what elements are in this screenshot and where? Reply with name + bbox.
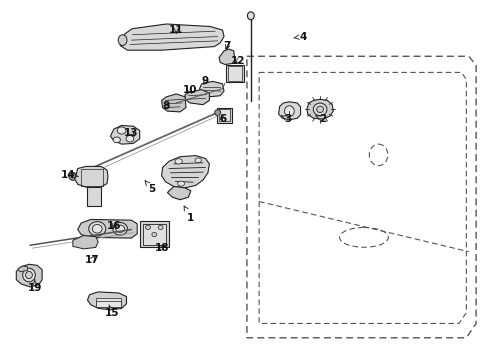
Bar [219,109,229,121]
Polygon shape [110,126,140,144]
Text: 10: 10 [182,85,197,95]
Text: 7: 7 [224,41,231,50]
Text: 14: 14 [61,170,78,180]
Bar [140,221,168,247]
Polygon shape [78,220,137,238]
Ellipse shape [313,103,326,116]
Text: 6: 6 [219,114,226,124]
Polygon shape [161,94,185,112]
Text: 4: 4 [293,32,306,41]
Ellipse shape [25,271,32,279]
Polygon shape [87,292,126,310]
Polygon shape [184,90,209,105]
Polygon shape [219,49,234,64]
Text: 1: 1 [183,206,194,222]
Polygon shape [120,24,224,50]
Bar [81,168,103,186]
Polygon shape [278,102,300,120]
Ellipse shape [88,222,105,236]
Polygon shape [18,266,27,272]
Ellipse shape [126,135,134,142]
Text: 12: 12 [230,56,245,66]
Text: 16: 16 [106,221,121,230]
Polygon shape [167,186,190,200]
Bar [143,224,165,244]
Ellipse shape [177,181,184,186]
Ellipse shape [113,222,127,235]
Text: 15: 15 [104,305,119,318]
Bar [228,66,242,81]
Text: 3: 3 [281,114,291,124]
Ellipse shape [92,225,102,233]
Text: 19: 19 [28,280,42,293]
Ellipse shape [158,225,163,229]
Ellipse shape [152,232,157,237]
Ellipse shape [118,35,127,45]
Ellipse shape [22,268,35,282]
Bar [87,187,101,206]
Text: 8: 8 [163,102,170,112]
Ellipse shape [117,127,126,134]
Polygon shape [73,235,98,249]
Ellipse shape [247,12,254,20]
Ellipse shape [116,225,124,232]
Bar [225,64,244,82]
Text: 5: 5 [145,181,155,194]
Polygon shape [75,166,108,187]
Polygon shape [161,156,209,188]
Text: 17: 17 [85,255,100,265]
Ellipse shape [195,158,201,163]
Ellipse shape [145,225,150,229]
Text: 13: 13 [124,128,138,138]
Text: 2: 2 [315,114,325,124]
Ellipse shape [113,137,120,143]
Ellipse shape [214,110,220,116]
Bar [96,301,121,307]
Bar [96,298,121,307]
Ellipse shape [175,159,182,164]
Ellipse shape [316,106,323,113]
Ellipse shape [69,172,77,180]
Ellipse shape [284,106,294,117]
Text: 9: 9 [202,76,209,86]
Text: 18: 18 [154,243,168,253]
Polygon shape [199,81,224,97]
Bar [217,108,231,123]
Text: 11: 11 [169,25,183,35]
Polygon shape [16,264,42,287]
Polygon shape [306,99,332,119]
